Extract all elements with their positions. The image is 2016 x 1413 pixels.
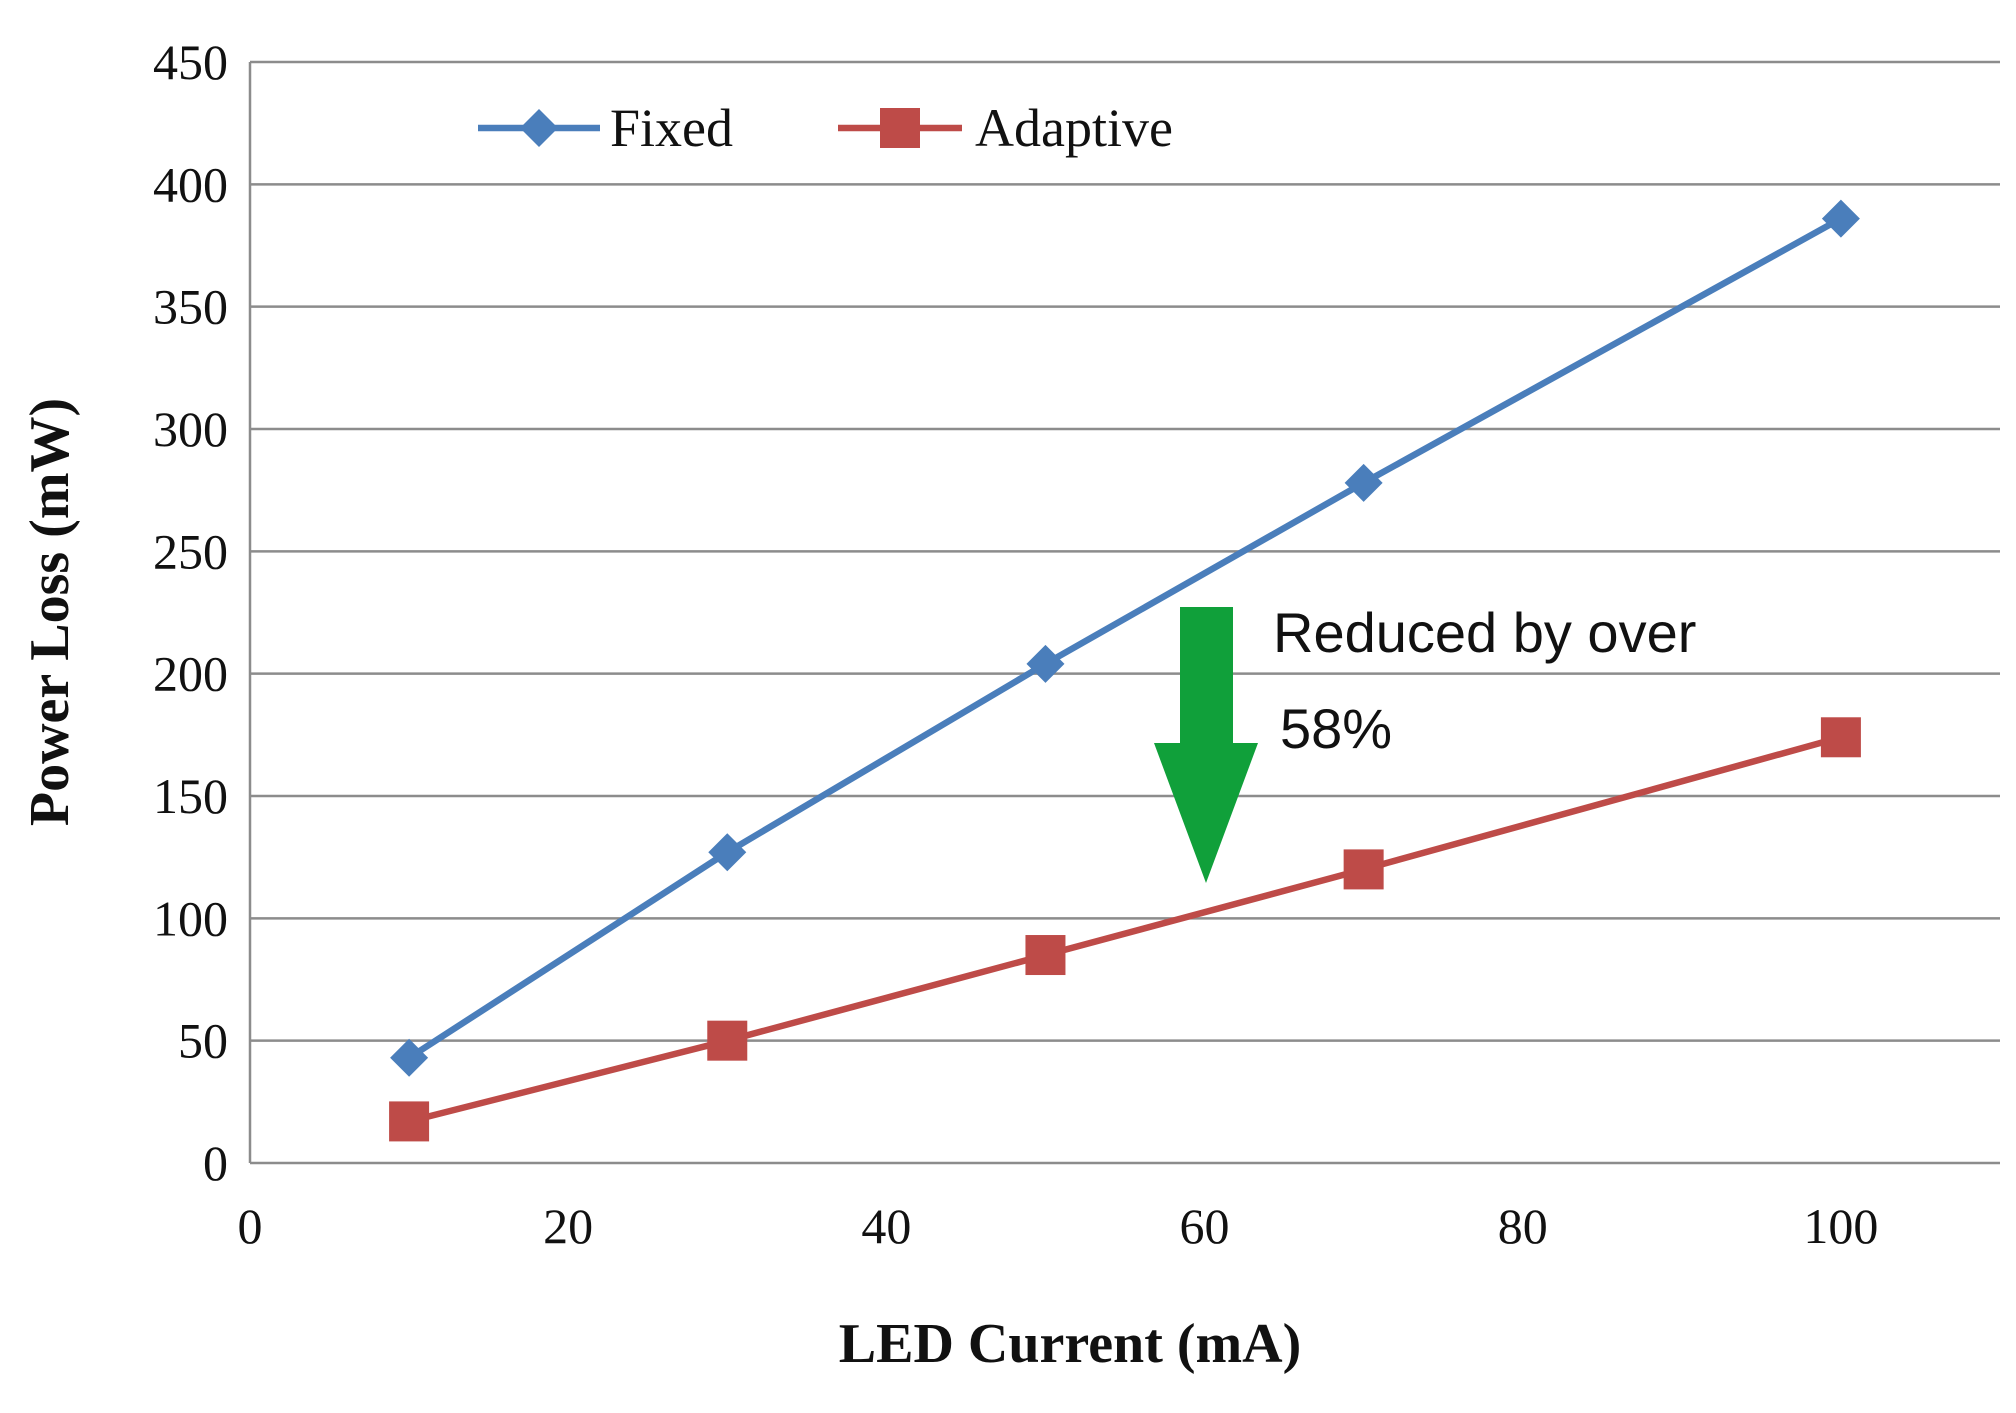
- data-point-adaptive-50: [1025, 935, 1066, 976]
- y-tick-labels: 0 50 100 150 200 250 300 350 400 450: [153, 34, 228, 1191]
- down-arrow-icon: [1154, 607, 1258, 883]
- y-axis-label: Power Loss (mW): [19, 398, 81, 826]
- data-point-fixed-10: [390, 1038, 429, 1077]
- data-point-fixed-70: [1344, 463, 1383, 502]
- legend-label-adaptive: Adaptive: [975, 98, 1173, 158]
- y-tick-label-50: 50: [178, 1013, 228, 1069]
- y-tick-label-400: 400: [153, 156, 228, 212]
- legend: Fixed Adaptive: [478, 98, 1173, 158]
- data-point-fixed-50: [1026, 644, 1065, 683]
- data-point-adaptive-100: [1820, 717, 1861, 758]
- x-tick-label-80: 80: [1498, 1198, 1548, 1254]
- data-series: [389, 199, 1861, 1142]
- y-tick-label-250: 250: [153, 523, 228, 579]
- annotation-text-line1: Reduced by over: [1273, 601, 1696, 664]
- y-tick-label-0: 0: [203, 1135, 228, 1191]
- data-point-adaptive-10: [389, 1101, 430, 1142]
- y-tick-label-450: 450: [153, 34, 228, 90]
- y-tick-label-100: 100: [153, 890, 228, 946]
- legend-item-fixed: Fixed: [478, 98, 733, 158]
- x-tick-labels: 0 20 40 60 80 100: [238, 1198, 1879, 1254]
- y-tick-label-350: 350: [153, 279, 228, 335]
- legend-marker-adaptive: [880, 108, 920, 148]
- y-tick-label-300: 300: [153, 401, 228, 457]
- x-tick-label-0: 0: [238, 1198, 263, 1254]
- annotation-text-line2: 58%: [1280, 697, 1392, 760]
- data-point-adaptive-30: [707, 1020, 748, 1061]
- legend-item-adaptive: Adaptive: [838, 98, 1173, 158]
- data-point-adaptive-70: [1343, 849, 1384, 890]
- x-tick-label-20: 20: [543, 1198, 593, 1254]
- gridlines: [250, 60, 2000, 1042]
- y-tick-label-150: 150: [153, 768, 228, 824]
- x-tick-label-40: 40: [861, 1198, 911, 1254]
- series-fixed: [390, 199, 1860, 1077]
- legend-label-fixed: Fixed: [610, 98, 733, 158]
- legend-marker-fixed: [520, 109, 558, 147]
- data-point-fixed-100: [1821, 199, 1860, 238]
- series-adaptive: [389, 717, 1861, 1142]
- axes: [248, 62, 2000, 1165]
- annotation: Reduced by over 58%: [1154, 601, 1696, 883]
- x-axis-label: LED Current (mA): [839, 1313, 1301, 1375]
- y-tick-label-200: 200: [153, 646, 228, 702]
- x-tick-label-100: 100: [1803, 1198, 1878, 1254]
- data-point-fixed-30: [708, 833, 747, 872]
- x-tick-label-60: 60: [1180, 1198, 1230, 1254]
